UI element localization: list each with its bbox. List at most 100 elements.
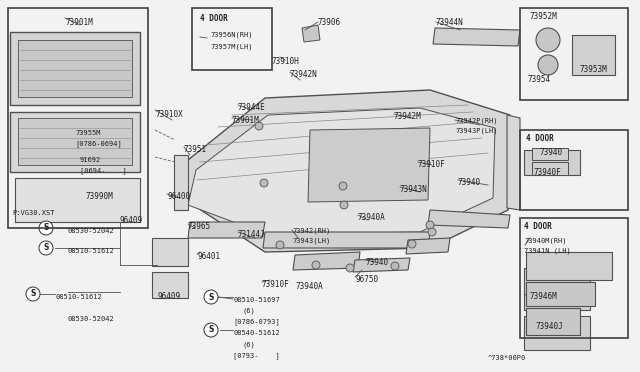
- Text: 4 DOOR: 4 DOOR: [526, 134, 554, 143]
- Text: [0793-    ]: [0793- ]: [233, 352, 280, 359]
- Polygon shape: [526, 252, 612, 280]
- Polygon shape: [428, 210, 510, 228]
- Text: S: S: [208, 326, 214, 334]
- Polygon shape: [532, 162, 568, 175]
- Bar: [520, 8, 628, 100]
- Circle shape: [408, 240, 416, 248]
- Polygon shape: [15, 178, 140, 222]
- Circle shape: [39, 221, 53, 235]
- Polygon shape: [572, 35, 615, 75]
- Text: 73956N(RH): 73956N(RH): [210, 32, 253, 38]
- Bar: [8, 8, 148, 228]
- Text: S: S: [44, 224, 49, 232]
- Text: [0786-0694]: [0786-0694]: [75, 140, 122, 147]
- Text: 73910F: 73910F: [418, 160, 445, 169]
- Text: 96401: 96401: [197, 252, 220, 261]
- Text: 73952M: 73952M: [529, 12, 557, 21]
- Polygon shape: [532, 148, 568, 160]
- Text: S: S: [44, 244, 49, 253]
- Circle shape: [204, 290, 218, 304]
- Text: 73943P(LH): 73943P(LH): [455, 128, 497, 135]
- Polygon shape: [353, 258, 410, 272]
- Polygon shape: [152, 238, 188, 266]
- Text: 73910F: 73910F: [262, 280, 290, 289]
- Text: 08510-51612: 08510-51612: [68, 248, 115, 254]
- Text: 73940A: 73940A: [295, 282, 323, 291]
- Text: (6): (6): [243, 341, 256, 347]
- Text: [0694-    ]: [0694- ]: [80, 167, 127, 174]
- Circle shape: [536, 28, 560, 52]
- Polygon shape: [18, 118, 132, 165]
- Circle shape: [426, 221, 434, 229]
- Text: 73940: 73940: [540, 148, 563, 157]
- Polygon shape: [406, 238, 450, 254]
- Text: [0786-0793]: [0786-0793]: [233, 318, 280, 325]
- Text: 4 DOOR: 4 DOOR: [200, 14, 228, 23]
- Bar: [520, 130, 628, 210]
- Text: ^738*00P0: ^738*00P0: [488, 355, 526, 361]
- Polygon shape: [507, 115, 520, 210]
- Text: 96409: 96409: [157, 292, 180, 301]
- Polygon shape: [524, 268, 590, 310]
- Text: S: S: [30, 289, 36, 298]
- Text: 73942(RH): 73942(RH): [292, 228, 330, 234]
- Text: 73953M: 73953M: [580, 65, 608, 74]
- Text: 73957M(LH): 73957M(LH): [210, 43, 253, 49]
- Polygon shape: [524, 150, 580, 175]
- Text: 08530-52042: 08530-52042: [68, 228, 115, 234]
- Text: 91692: 91692: [80, 157, 101, 163]
- Polygon shape: [433, 28, 520, 46]
- Polygon shape: [524, 316, 590, 350]
- Text: 73942N: 73942N: [290, 70, 317, 79]
- Text: 73965: 73965: [188, 222, 211, 231]
- Text: 73955M: 73955M: [75, 130, 100, 136]
- Text: 73940M(RH): 73940M(RH): [524, 238, 566, 244]
- Text: S: S: [208, 292, 214, 301]
- Text: 73940J: 73940J: [536, 322, 564, 331]
- Polygon shape: [526, 282, 595, 306]
- Text: 73901M: 73901M: [65, 18, 93, 27]
- Text: 08540-51612: 08540-51612: [233, 330, 280, 336]
- Polygon shape: [174, 155, 188, 210]
- Text: 73942M: 73942M: [394, 112, 422, 121]
- Polygon shape: [18, 40, 132, 97]
- Polygon shape: [263, 232, 430, 248]
- Circle shape: [428, 228, 436, 236]
- Text: 73144J: 73144J: [238, 230, 266, 239]
- Text: 73943N: 73943N: [400, 185, 428, 194]
- Text: 73941N (LH): 73941N (LH): [524, 248, 571, 254]
- Text: 73944N: 73944N: [436, 18, 464, 27]
- Circle shape: [339, 182, 347, 190]
- Circle shape: [39, 241, 53, 255]
- Text: 73943(LH): 73943(LH): [292, 238, 330, 244]
- Text: 73954: 73954: [528, 75, 551, 84]
- Circle shape: [26, 287, 40, 301]
- Bar: [192, 8, 272, 70]
- Polygon shape: [10, 112, 140, 172]
- Text: 73942P(RH): 73942P(RH): [455, 118, 497, 125]
- Polygon shape: [178, 90, 510, 252]
- Polygon shape: [188, 108, 495, 235]
- Text: 73940: 73940: [366, 258, 389, 267]
- Text: P:VG30.XST: P:VG30.XST: [12, 210, 54, 216]
- Circle shape: [538, 55, 558, 75]
- Text: 96409: 96409: [120, 216, 143, 225]
- Text: 73951: 73951: [184, 145, 207, 154]
- Circle shape: [260, 179, 268, 187]
- Circle shape: [346, 264, 354, 272]
- Polygon shape: [10, 32, 140, 105]
- Circle shape: [276, 241, 284, 249]
- Text: 73946M: 73946M: [530, 292, 557, 301]
- Polygon shape: [293, 252, 360, 270]
- Circle shape: [255, 122, 263, 130]
- Text: 96750: 96750: [355, 275, 378, 284]
- Text: 73944E: 73944E: [238, 103, 266, 112]
- Circle shape: [340, 201, 348, 209]
- Circle shape: [391, 262, 399, 270]
- Text: 08530-52042: 08530-52042: [68, 316, 115, 322]
- Text: 73940F: 73940F: [534, 168, 562, 177]
- Text: 73940A: 73940A: [358, 213, 386, 222]
- Circle shape: [312, 261, 320, 269]
- Circle shape: [204, 323, 218, 337]
- Text: 4 DOOR: 4 DOOR: [524, 222, 552, 231]
